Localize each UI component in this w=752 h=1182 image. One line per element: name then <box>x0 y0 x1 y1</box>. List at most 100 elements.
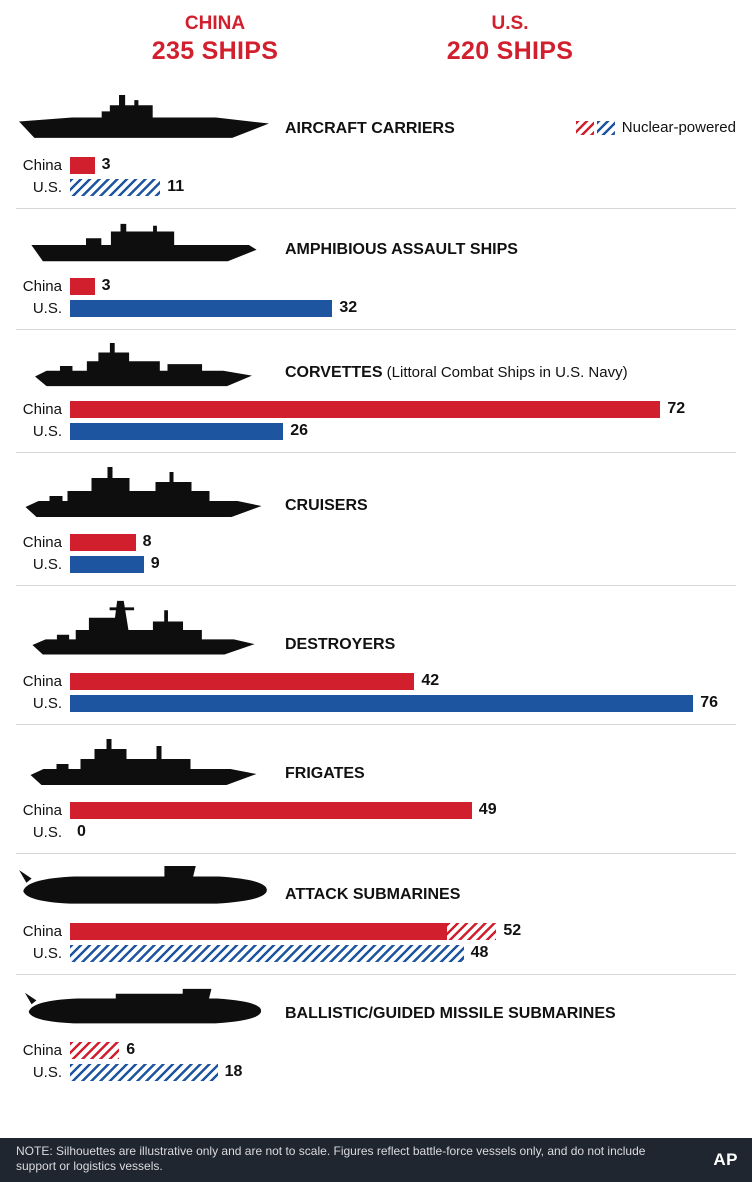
bar-china-destroyers <box>70 672 415 690</box>
category-title: BALLISTIC/GUIDED MISSILE SUBMARINES <box>285 1005 616 1031</box>
section-divider <box>16 585 736 586</box>
bar-row-us: U.S. 0 <box>16 821 736 843</box>
section-attack-submarines: ATTACK SUBMARINES China 52 U.S. 48 <box>0 843 752 964</box>
bar-us-ballistic-submarines <box>70 1063 218 1081</box>
us-label: U.S. <box>491 13 529 34</box>
china-total-header: CHINA 235 SHIPS <box>90 12 340 66</box>
bar-row-china: China 3 <box>16 154 736 176</box>
bar-value-us: 11 <box>167 178 185 195</box>
bar-value-china: 42 <box>421 672 440 689</box>
category-title-text: CORVETTES <box>285 364 383 381</box>
category-title: CRUISERS <box>285 497 368 523</box>
bar-us-corvettes <box>70 422 284 440</box>
nuclear-hatch-blue-swatch-icon <box>596 120 615 135</box>
row-label-china: China <box>22 533 62 551</box>
section-divider <box>16 853 736 854</box>
bar-row-china: China 8 <box>16 531 736 553</box>
bar-row-china: China 49 <box>16 799 736 821</box>
bar-value-us: 26 <box>290 422 308 439</box>
china-label: CHINA <box>184 13 246 34</box>
amphibious-assault-ship-silhouette-icon <box>16 221 271 267</box>
row-label-china: China <box>22 801 62 819</box>
ap-logo: AP <box>713 1150 738 1169</box>
bar-value-china: 49 <box>478 801 497 818</box>
bar-china-corvettes <box>70 400 661 418</box>
cruiser-silhouette-icon <box>16 465 271 523</box>
category-title: ATTACK SUBMARINES <box>285 886 460 912</box>
bar-china-attack-submarines <box>70 922 497 940</box>
chart-header: CHINA 235 SHIPS U.S. 220 SHIPS <box>0 0 752 66</box>
ballistic-missile-submarine-silhouette-icon <box>16 987 271 1031</box>
section-head: CRUISERS <box>16 465 736 523</box>
category-title: DESTROYERS <box>285 636 395 662</box>
bar-value-china: 6 <box>126 1041 136 1058</box>
bar-row-us: U.S. 32 <box>16 297 736 319</box>
bar-row-us: U.S. 11 <box>16 176 736 198</box>
section-ballistic-missile-submarines: BALLISTIC/GUIDED MISSILE SUBMARINES Chin… <box>0 964 752 1083</box>
section-head: ATTACK SUBMARINES <box>16 866 736 912</box>
category-title-text: FRIGATES <box>285 765 365 782</box>
frigate-silhouette-icon <box>16 737 271 791</box>
section-head: BALLISTIC/GUIDED MISSILE SUBMARINES <box>16 987 736 1031</box>
bar-us-cruisers <box>70 555 144 573</box>
category-title: AMPHIBIOUS ASSAULT SHIPS <box>285 241 518 267</box>
category-title-suffix: (Littoral Combat Ships in U.S. Navy) <box>382 364 628 381</box>
section-divider <box>16 974 736 975</box>
category-title: FRIGATES <box>285 765 365 791</box>
section-divider <box>16 208 736 209</box>
section-amphibious-assault-ships: AMPHIBIOUS ASSAULT SHIPS China 3 U.S. 32 <box>0 198 752 319</box>
section-head: CORVETTES (Littoral Combat Ships in U.S.… <box>16 342 736 390</box>
bar-value-us: 9 <box>150 555 160 572</box>
category-title-text: BALLISTIC/GUIDED MISSILE SUBMARINES <box>285 1005 616 1022</box>
bar-value-china: 3 <box>101 156 111 173</box>
category-title-text: DESTROYERS <box>285 636 396 653</box>
section-frigates: FRIGATES China 49 U.S. 0 <box>0 714 752 843</box>
bar-us-aircraft-carriers <box>70 178 161 196</box>
section-head: AIRCRAFT CARRIERS Nuclear-powered <box>16 88 736 146</box>
bar-row-china: China 42 <box>16 670 736 692</box>
category-title: CORVETTES (Littoral Combat Ships in U.S.… <box>285 364 628 390</box>
bar-value-china: 72 <box>667 400 686 417</box>
bar-china-ballistic-submarines <box>70 1041 120 1059</box>
section-destroyers: DESTROYERS China 42 U.S. 76 <box>0 575 752 714</box>
row-label-china: China <box>22 672 62 690</box>
row-label-us: U.S. <box>32 178 62 196</box>
bar-china-frigates <box>70 801 472 819</box>
row-label-china: China <box>22 277 62 295</box>
category-title-text: CRUISERS <box>285 497 368 514</box>
legend-nuclear-powered: Nuclear-powered <box>575 119 736 146</box>
bar-row-china: China 6 <box>16 1039 736 1061</box>
bar-us-attack-submarines <box>70 944 464 962</box>
row-label-china: China <box>22 400 62 418</box>
section-head: AMPHIBIOUS ASSAULT SHIPS <box>16 221 736 267</box>
bar-value-us: 18 <box>224 1063 243 1080</box>
bar-row-us: U.S. 48 <box>16 942 736 964</box>
row-label-us: U.S. <box>32 823 62 841</box>
bar-value-china: 8 <box>142 533 152 550</box>
bar-row-us: U.S. 76 <box>16 692 736 714</box>
bar-value-china: 3 <box>101 277 111 294</box>
bar-row-us: U.S. 9 <box>16 553 736 575</box>
us-total-header: U.S. 220 SHIPS <box>385 12 635 66</box>
bar-row-us: U.S. 26 <box>16 420 736 442</box>
row-label-us: U.S. <box>32 944 62 962</box>
footer-note: NOTE: Silhouettes are illustrative only … <box>16 1144 646 1173</box>
bar-row-china: China 52 <box>16 920 736 942</box>
section-head: FRIGATES <box>16 737 736 791</box>
bar-china-aircraft-carriers <box>70 156 95 174</box>
bar-row-china: China 72 <box>16 398 736 420</box>
bar-row-china: China 3 <box>16 275 736 297</box>
row-label-us: U.S. <box>32 555 62 573</box>
section-divider <box>16 724 736 725</box>
us-ship-total: 220 SHIPS <box>446 37 574 65</box>
legend-label: Nuclear-powered <box>621 119 736 136</box>
aircraft-carrier-silhouette-icon <box>16 88 271 146</box>
row-label-china: China <box>22 156 62 174</box>
bar-china-cruisers <box>70 533 136 551</box>
bar-china-amphibious <box>70 277 95 295</box>
row-label-us: U.S. <box>32 299 62 317</box>
section-corvettes: CORVETTES (Littoral Combat Ships in U.S.… <box>0 319 752 442</box>
footer-note-bar: NOTE: Silhouettes are illustrative only … <box>0 1138 752 1182</box>
category-title-text: AMPHIBIOUS ASSAULT SHIPS <box>285 241 518 258</box>
row-label-us: U.S. <box>32 422 62 440</box>
